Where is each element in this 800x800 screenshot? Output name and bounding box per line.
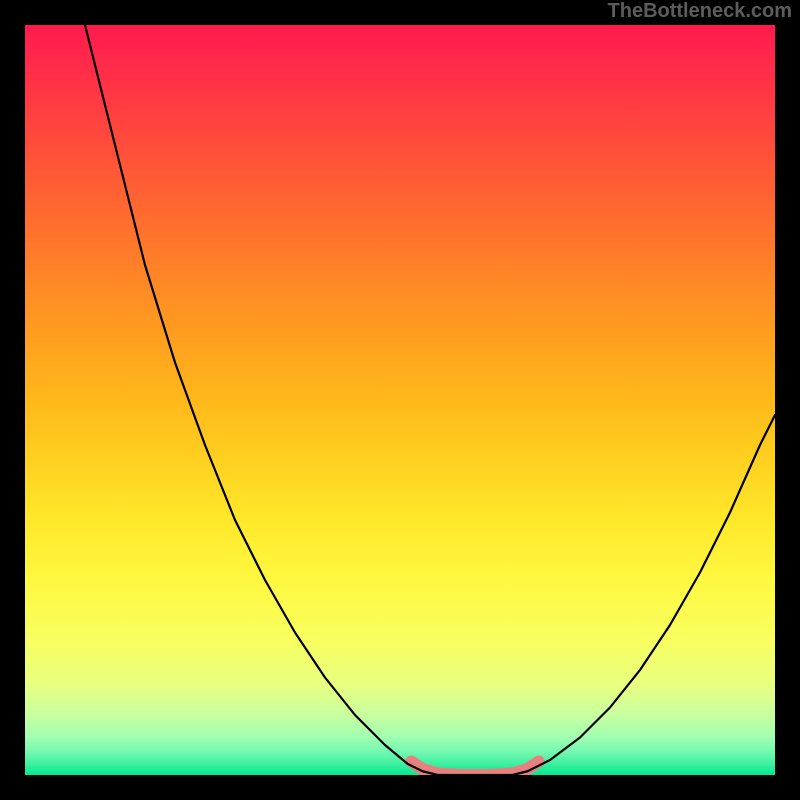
watermark-text: TheBottleneck.com — [608, 0, 792, 23]
plot-area — [25, 25, 775, 775]
curve-left — [85, 25, 438, 775]
bottleneck-curve — [25, 25, 775, 775]
curve-right — [513, 415, 776, 775]
